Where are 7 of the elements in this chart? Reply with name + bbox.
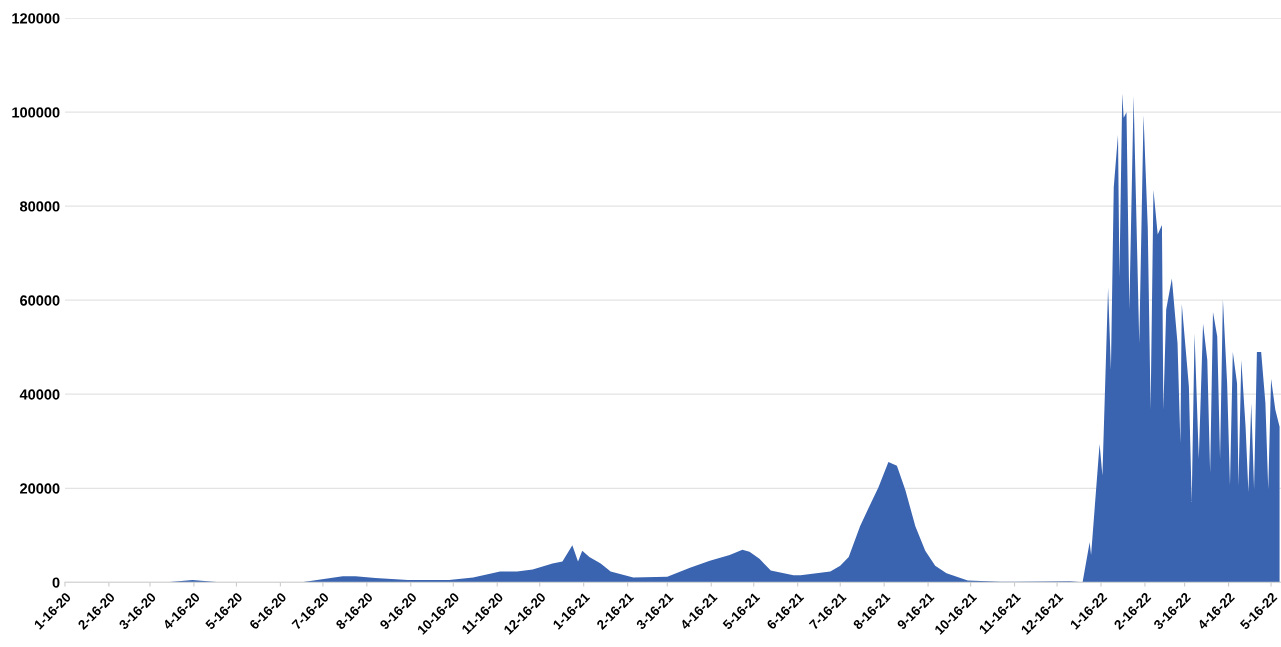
y-tick-label: 20000: [20, 483, 60, 494]
y-tick-label: 40000: [19, 389, 60, 400]
y-tick-label: 100000: [12, 107, 60, 118]
y-tick-label: 60000: [20, 295, 60, 306]
y-tick-label: 0: [52, 577, 60, 588]
y-tick-label: 80000: [20, 201, 60, 212]
y-tick-label: 120000: [12, 13, 60, 24]
